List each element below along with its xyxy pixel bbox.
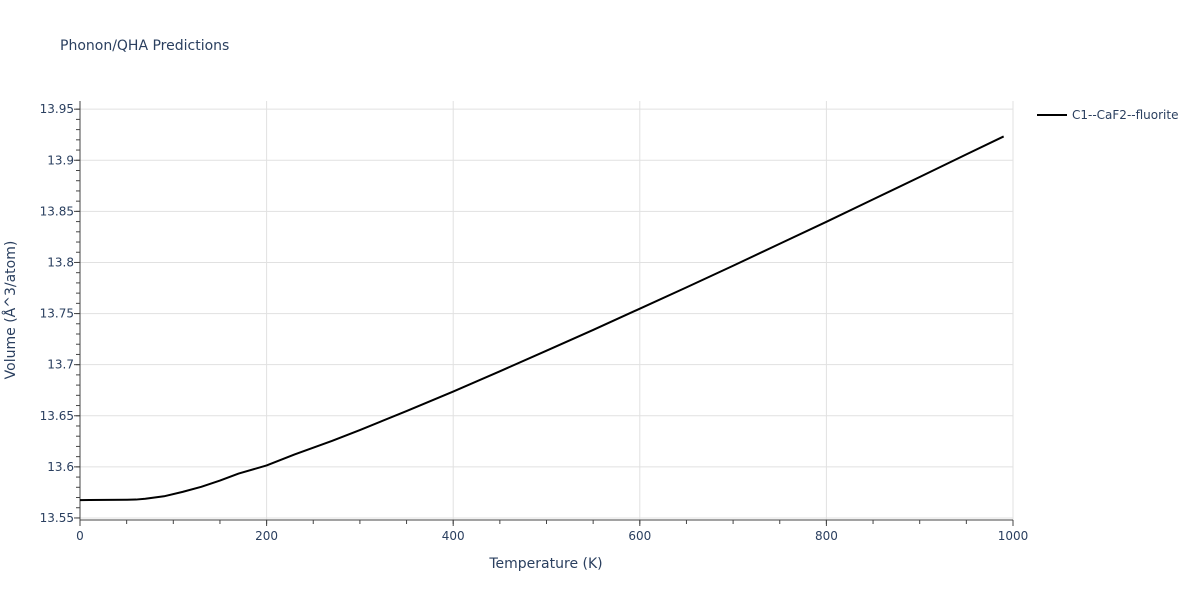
y-tick-label: 13.65	[40, 409, 74, 423]
y-tick-label: 13.8	[47, 255, 74, 269]
x-tick-label: 600	[628, 529, 651, 543]
legend-label: C1--CaF2--fluorite	[1072, 108, 1178, 122]
chart-title: Phonon/QHA Predictions	[60, 38, 229, 54]
legend[interactable]: C1--CaF2--fluorite	[1037, 108, 1178, 122]
x-axis-title: Temperature (K)	[488, 556, 602, 572]
y-axis-title: Volume (Å^3/atom)	[2, 241, 19, 380]
x-tick-label: 800	[815, 529, 838, 543]
y-tick-label: 13.9	[47, 153, 74, 167]
x-tick-label: 1000	[998, 529, 1029, 543]
grid-lines	[80, 101, 1014, 520]
y-tick-label: 13.95	[40, 102, 74, 116]
x-tick-label: 200	[255, 529, 278, 543]
y-tick-label: 13.6	[47, 460, 74, 474]
minor-ticks	[76, 108, 967, 524]
x-tick-label: 400	[442, 529, 465, 543]
series-lines	[79, 135, 1005, 502]
y-tick-label: 13.7	[47, 358, 74, 372]
y-tick-labels: 13.55 13.6 13.65 13.7 13.75 13.8 13.85 13.9 13.9…	[40, 102, 80, 525]
y-tick-label: 13.55	[40, 511, 74, 525]
x-tick-labels: 0 200 400 600 800 1000	[76, 520, 1028, 543]
y-tick-label: 13.85	[40, 204, 74, 218]
axes	[79, 101, 1013, 521]
y-tick-label: 13.75	[40, 307, 74, 321]
x-tick-label: 0	[76, 529, 84, 543]
series-line[interactable]	[79, 135, 1005, 502]
